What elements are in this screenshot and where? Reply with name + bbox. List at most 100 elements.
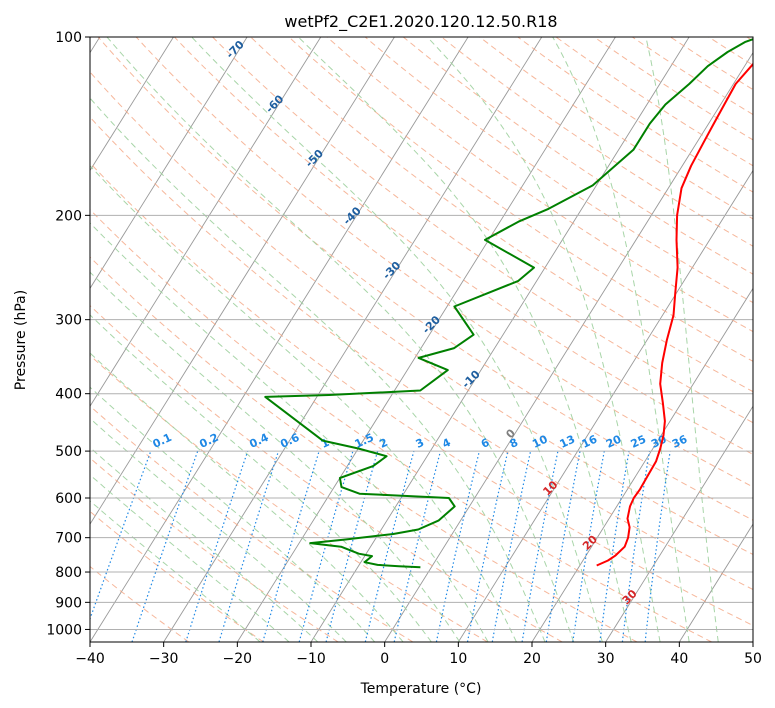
dry-adiabat-line xyxy=(90,116,753,591)
y-tick-label: 1000 xyxy=(46,622,82,638)
y-tick-label: 300 xyxy=(55,313,82,329)
moist-adiabat-line xyxy=(90,417,347,642)
mixing-ratio-line xyxy=(364,450,415,642)
mixing-ratio-line xyxy=(218,450,280,642)
isotherm-label: -40 xyxy=(341,204,364,227)
moist-adiabat-line xyxy=(297,37,632,642)
background-lines xyxy=(90,37,753,642)
isotherm-line xyxy=(310,37,690,642)
y-axis-label: Pressure (hPa) xyxy=(13,290,29,390)
dry-adiabat-line xyxy=(90,354,488,642)
mixing-ratio-label: 0.4 xyxy=(247,431,270,451)
isotherm-label: 10 xyxy=(540,478,560,498)
isotherm-line xyxy=(384,51,753,642)
dry-adiabat-line xyxy=(517,37,753,193)
dry-adiabat-line xyxy=(632,37,753,116)
mixing-ratio-line xyxy=(491,450,532,642)
isotherm-label: -10 xyxy=(459,368,482,391)
dry-adiabat-line xyxy=(326,37,753,333)
y-tick-label: 900 xyxy=(55,595,82,611)
moist-adiabat-line xyxy=(90,165,517,642)
dry-adiabat-line xyxy=(90,162,753,627)
moist-adiabat-line xyxy=(90,271,461,642)
mixing-ratio-label: 10 xyxy=(530,432,550,450)
y-tick-label: 600 xyxy=(55,491,82,507)
dry-adiabat-line xyxy=(441,37,753,247)
dry-adiabat-line xyxy=(135,37,753,488)
y-tick-label: 800 xyxy=(55,565,82,581)
profiles xyxy=(264,38,753,569)
dry-adiabat-line xyxy=(90,510,264,642)
mixing-ratio-label: 2 xyxy=(377,436,389,451)
dry-adiabat-line xyxy=(670,37,753,91)
moist-adiabat-line xyxy=(90,314,432,642)
moist-adiabat-line xyxy=(106,37,575,642)
dry-adiabat-line xyxy=(708,37,753,66)
isotherm-label: -30 xyxy=(380,259,403,282)
isotherm-line xyxy=(90,37,248,290)
mixing-ratio-line xyxy=(599,450,630,642)
x-tick-label: −30 xyxy=(149,651,179,667)
mixing-ratio-label: 20 xyxy=(604,432,624,450)
mixing-ratio-label: 36 xyxy=(670,432,690,450)
moist-adiabat-line xyxy=(90,352,404,642)
moist-adiabat-line xyxy=(90,474,290,642)
isotherm-line xyxy=(752,641,753,642)
mixing-ratio-line xyxy=(545,450,581,642)
isotherm-label: -70 xyxy=(224,38,247,61)
moist-adiabat-line xyxy=(552,37,690,642)
mixing-ratio-label: 6 xyxy=(479,436,492,451)
isotherm-line xyxy=(90,37,174,172)
mixing-ratio-line xyxy=(521,450,559,642)
x-tick-label: 50 xyxy=(744,651,762,667)
isotherm-label: -20 xyxy=(420,313,443,336)
x-tick-label: 30 xyxy=(597,651,615,667)
mixing-ratio-line xyxy=(572,450,605,642)
isotherm-label: 20 xyxy=(580,532,600,552)
y-tick-label: 400 xyxy=(55,387,82,403)
x-tick-label: 10 xyxy=(449,651,467,667)
isotherm-line xyxy=(678,523,753,642)
dry-adiabat-line xyxy=(90,208,712,642)
x-tick-label: 20 xyxy=(523,651,541,667)
moist-adiabat-line xyxy=(191,37,603,642)
dry-adiabat-line xyxy=(593,37,753,141)
mixing-ratio-label: 0.1 xyxy=(151,431,174,451)
isotherm-line xyxy=(236,37,616,642)
y-tick-label: 100 xyxy=(55,30,82,46)
dry-adiabat-line xyxy=(90,256,638,642)
dry-adiabat-line xyxy=(90,405,414,642)
mixing-ratio-line xyxy=(325,450,379,642)
mixing-ratio-line xyxy=(262,450,320,642)
mixing-ratio-line xyxy=(644,451,671,642)
mixing-ratio-line xyxy=(466,450,509,642)
x-tick-label: 0 xyxy=(380,651,389,667)
mixing-ratio-label: 13 xyxy=(558,433,577,451)
mixing-ratio-label: 25 xyxy=(629,433,648,451)
isotherm-line xyxy=(531,287,753,642)
mixing-ratio-line xyxy=(90,450,152,621)
moist-adiabat-line xyxy=(645,37,719,642)
y-tick-label: 500 xyxy=(55,444,82,460)
y-tick-label: 700 xyxy=(55,531,82,547)
mixing-ratio-label: 0.2 xyxy=(197,431,220,451)
isotherm-line xyxy=(90,37,469,642)
moist-adiabat-line xyxy=(90,446,319,642)
dewpoint-profile xyxy=(264,38,753,569)
mixing-ratio-label: 0.6 xyxy=(278,431,301,451)
mixing-ratio-label: 30 xyxy=(649,432,669,450)
dry-adiabat-line xyxy=(746,37,753,42)
line-labels: 0.1 0.2 0.4 0.6 1 1.5 2 3 4 6 8 10 13 16 20 25 30 36-70-6… xyxy=(151,38,690,607)
y-tick-label: 200 xyxy=(55,208,82,224)
x-axis-label: Temperature (°C) xyxy=(360,681,482,697)
isotherm-label: 0 xyxy=(503,426,518,441)
x-tick-label: 40 xyxy=(670,651,688,667)
mixing-ratio-line xyxy=(131,450,199,642)
mixing-ratio-line xyxy=(298,450,354,642)
temperature-profile xyxy=(596,62,753,567)
pressure-grid xyxy=(90,37,753,630)
chart-title: wetPf2_C2E1.2020.120.12.50.R18 xyxy=(284,12,557,32)
